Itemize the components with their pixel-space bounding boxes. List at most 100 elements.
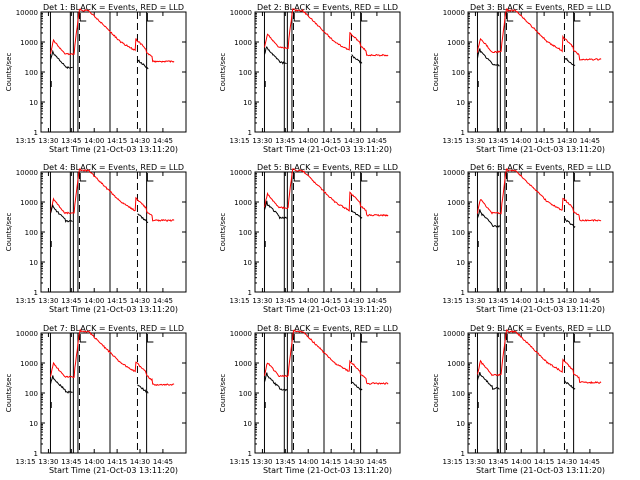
plot-frame xyxy=(254,171,401,293)
y-tick-label: 10000 xyxy=(16,330,38,338)
x-tick-label: 13:45 xyxy=(61,137,81,145)
marker-flag xyxy=(506,13,514,22)
x-tick-label: 13:45 xyxy=(275,297,295,305)
x-tick-label: 13:45 xyxy=(488,458,508,466)
y-tick-label: 1000 xyxy=(20,360,38,368)
x-tick-label: 13:30 xyxy=(38,137,58,145)
x-tick-label: 14:00 xyxy=(511,137,531,145)
y-tick-label: 10000 xyxy=(16,169,38,177)
plot-frame xyxy=(467,11,614,133)
x-tick-label: 14:15 xyxy=(534,297,554,305)
series-events-line xyxy=(137,213,149,223)
series-lld-line xyxy=(264,168,389,217)
marker-flag xyxy=(360,13,368,22)
x-tick-label: 14:15 xyxy=(107,297,127,305)
x-tick-label: 14:15 xyxy=(534,458,554,466)
y-tick-label: 100 xyxy=(452,69,465,77)
x-tick-label: 13:30 xyxy=(252,137,272,145)
x-tick-label: 13:30 xyxy=(465,137,485,145)
y-tick-label: 1000 xyxy=(234,39,252,47)
y-tick-label: 1 xyxy=(461,450,465,458)
series-events-line xyxy=(477,48,500,67)
plot-frame xyxy=(254,11,401,133)
series-events-line xyxy=(50,375,73,394)
y-tick-label: 10000 xyxy=(443,169,465,177)
x-tick-label: 13:45 xyxy=(275,458,295,466)
chart-panel-2: Det 2: BLACK = Events, RED = LLD 1 10 100 10… xyxy=(219,3,401,154)
series-lld-line xyxy=(50,8,175,63)
x-tick-label: 14:00 xyxy=(84,297,104,305)
x-tick-label: 13:30 xyxy=(38,297,58,305)
y-tick-label: 1 xyxy=(248,289,252,297)
chart-panel-6: Det 6: BLACK = Events, RED = LLD 1 10 100 10… xyxy=(432,163,614,314)
y-tick-label: 1 xyxy=(34,129,38,137)
x-tick-label: 14:15 xyxy=(321,297,341,305)
y-tick-label: 100 xyxy=(239,229,252,237)
x-tick-label: 13:15 xyxy=(442,297,462,305)
x-tick-label: 13:15 xyxy=(442,458,462,466)
y-tick-label: 100 xyxy=(239,69,252,77)
y-tick-label: 10 xyxy=(243,99,252,107)
chart-title: Det 7: BLACK = Events, RED = LLD xyxy=(43,324,184,333)
x-axis-label: Start Time (21-Oct-03 13:11:20) xyxy=(476,466,605,475)
x-tick-label: 13:30 xyxy=(252,458,272,466)
marker-flag xyxy=(506,334,514,343)
series-events-line xyxy=(351,210,363,219)
plot-frame xyxy=(467,332,614,454)
x-tick-label: 14:15 xyxy=(534,137,554,145)
x-tick-label: 14:00 xyxy=(84,458,104,466)
plot-frame xyxy=(40,11,187,133)
x-axis-label: Start Time (21-Oct-03 13:11:20) xyxy=(263,145,392,154)
chart-title: Det 9: BLACK = Events, RED = LLD xyxy=(470,324,611,333)
chart-title: Det 6: BLACK = Events, RED = LLD xyxy=(470,163,611,172)
y-axis-label: Counts/sec xyxy=(432,53,440,92)
x-tick-label: 14:30 xyxy=(557,297,577,305)
x-tick-label: 13:15 xyxy=(15,297,35,305)
x-axis-label: Start Time (21-Oct-03 13:11:20) xyxy=(49,305,178,314)
y-axis-label: Counts/sec xyxy=(219,374,227,413)
x-tick-label: 13:15 xyxy=(442,137,462,145)
y-axis-label: Counts/sec xyxy=(5,374,13,413)
x-tick-label: 14:00 xyxy=(84,137,104,145)
y-tick-label: 10 xyxy=(29,420,38,428)
x-axis-label: Start Time (21-Oct-03 13:11:20) xyxy=(49,145,178,154)
x-tick-label: 14:45 xyxy=(153,297,173,305)
x-tick-label: 13:30 xyxy=(252,297,272,305)
x-tick-label: 14:30 xyxy=(130,458,150,466)
chart-panel-5: Det 5: BLACK = Events, RED = LLD 1 10 100 10… xyxy=(219,163,401,314)
y-axis-label: Counts/sec xyxy=(219,213,227,252)
x-tick-label: 14:45 xyxy=(367,458,387,466)
series-events-line xyxy=(477,371,500,391)
y-tick-label: 100 xyxy=(25,69,38,77)
y-tick-label: 10000 xyxy=(230,9,252,17)
marker-flag xyxy=(506,173,514,182)
y-tick-label: 10000 xyxy=(443,9,465,17)
series-events-line xyxy=(477,209,501,228)
y-tick-label: 1 xyxy=(34,450,38,458)
x-tick-label: 14:45 xyxy=(580,297,600,305)
x-axis-label: Start Time (21-Oct-03 13:11:20) xyxy=(263,305,392,314)
marker-flag xyxy=(360,173,368,182)
y-tick-label: 100 xyxy=(239,390,252,398)
series-events-line xyxy=(264,372,288,392)
y-tick-label: 10000 xyxy=(230,169,252,177)
y-tick-label: 100 xyxy=(25,390,38,398)
y-tick-label: 10000 xyxy=(230,330,252,338)
plot-frame xyxy=(467,171,614,293)
y-tick-label: 100 xyxy=(452,390,465,398)
y-tick-label: 10 xyxy=(29,259,38,267)
marker-flag xyxy=(573,173,581,182)
series-events-line xyxy=(264,200,288,220)
marker-flag xyxy=(79,173,87,182)
series-lld-line xyxy=(264,8,389,57)
chart-panel-4: Det 4: BLACK = Events, RED = LLD 1 10 100 10… xyxy=(5,163,187,314)
series-lld-line xyxy=(477,168,602,222)
x-axis-label: Start Time (21-Oct-03 13:11:20) xyxy=(49,466,178,475)
x-tick-label: 14:30 xyxy=(557,458,577,466)
series-events-line xyxy=(564,57,576,66)
y-tick-label: 1000 xyxy=(234,199,252,207)
plot-frame xyxy=(40,171,187,293)
marker-flag xyxy=(293,334,301,343)
x-axis-label: Start Time (21-Oct-03 13:11:20) xyxy=(476,305,605,314)
chart-panel-8: Det 8: BLACK = Events, RED = LLD 1 10 100 10… xyxy=(219,324,401,475)
